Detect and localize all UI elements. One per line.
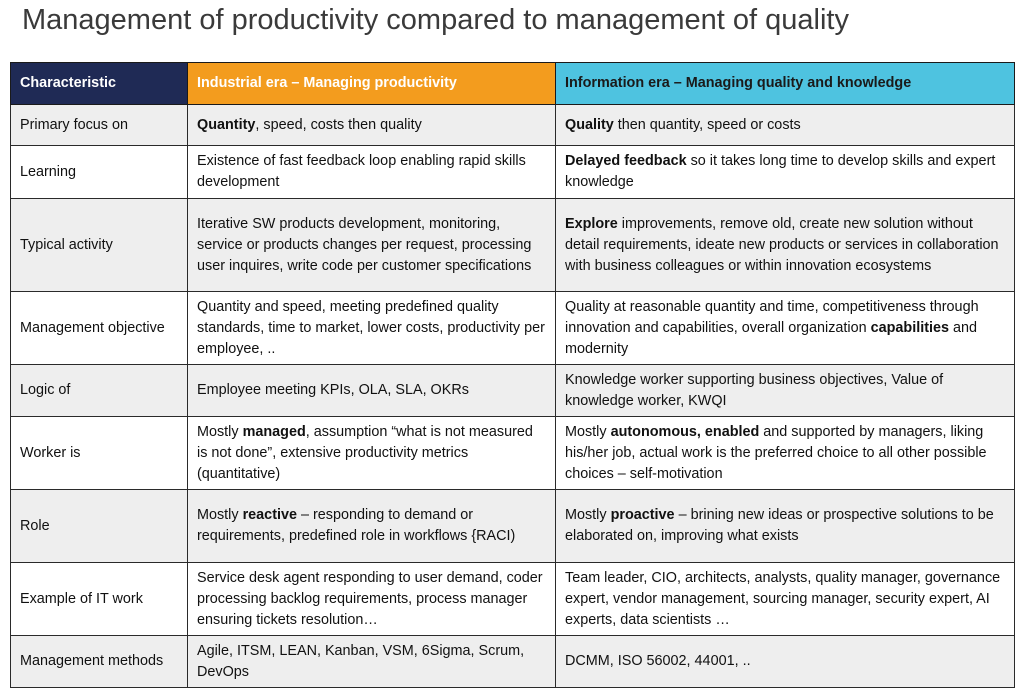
row-characteristic: Learning (10, 145, 188, 199)
row-industrial-cell: Quantity, speed, costs then quality (187, 104, 556, 146)
row-characteristic: Management objective (10, 291, 188, 365)
emphasis-text: reactive (242, 507, 297, 523)
row-information-cell: Team leader, CIO, architects, analysts, … (555, 562, 1015, 636)
row-information-cell: Quality then quantity, speed or costs (555, 104, 1015, 146)
row-characteristic: Worker is (10, 416, 188, 490)
row-industrial-cell: Existence of fast feedback loop enabling… (187, 145, 556, 199)
emphasis-text: Delayed feedback (565, 153, 687, 169)
comparison-table: Characteristic Industrial era – Managing… (10, 62, 1015, 688)
emphasis-text: Quality (565, 116, 614, 133)
row-industrial-cell: Employee meeting KPIs, OLA, SLA, OKRs (187, 364, 556, 417)
header-characteristic: Characteristic (10, 62, 188, 105)
emphasis-text: autonomous, enabled (610, 423, 760, 440)
row-industrial-cell: Mostly reactive – responding to demand o… (187, 489, 556, 563)
row-industrial-cell: Agile, ITSM, LEAN, Kanban, VSM, 6Sigma, … (187, 635, 556, 688)
row-characteristic: Primary focus on (10, 104, 188, 146)
table-row: Typical activity Iterative SW products de… (10, 198, 1015, 292)
row-information-cell: DCMM, ISO 56002, 44001, .. (555, 635, 1015, 688)
header-information-era: Information era – Managing quality and k… (555, 62, 1015, 105)
row-industrial-cell: Service desk agent responding to user de… (187, 562, 556, 636)
emphasis-text: Explore (565, 215, 618, 232)
row-industrial-cell: Mostly managed, assumption “what is not … (187, 416, 556, 490)
row-information-cell: Explore improvements, remove old, create… (555, 198, 1015, 292)
row-characteristic: Example of IT work (10, 562, 188, 636)
table-row: Example of IT work Service desk agent res… (10, 562, 1015, 636)
table-row: Role Mostly reactive – responding to dema… (10, 489, 1015, 563)
emphasis-text: Quantity (197, 116, 256, 133)
row-industrial-cell: Iterative SW products development, monit… (187, 198, 556, 292)
emphasis-text: managed (242, 423, 306, 440)
row-information-cell: Mostly proactive – brining new ideas or … (555, 489, 1015, 563)
row-characteristic: Management methods (10, 635, 188, 688)
page-title: Management of productivity compared to m… (22, 4, 849, 36)
row-characteristic: Typical activity (10, 198, 188, 292)
table-body: Primary focus on Quantity, speed, costs t… (10, 104, 1015, 688)
row-information-cell: Quality at reasonable quantity and time,… (555, 291, 1015, 365)
header-industrial-era: Industrial era – Managing productivity (187, 62, 556, 105)
emphasis-text: proactive (610, 507, 675, 523)
table-row: Learning Existence of fast feedback loop … (10, 145, 1015, 199)
table-row: Management methods Agile, ITSM, LEAN, Kan… (10, 635, 1015, 688)
row-characteristic: Logic of (10, 364, 188, 417)
row-characteristic: Role (10, 489, 188, 563)
row-industrial-cell: Quantity and speed, meeting predefined q… (187, 291, 556, 365)
table-row: Primary focus on Quantity, speed, costs t… (10, 104, 1015, 146)
table-row: Management objective Quantity and speed, … (10, 291, 1015, 365)
row-information-cell: Knowledge worker supporting business obj… (555, 364, 1015, 417)
table-row: Logic of Employee meeting KPIs, OLA, SLA,… (10, 364, 1015, 417)
row-information-cell: Delayed feedback so it takes long time t… (555, 145, 1015, 199)
row-information-cell: Mostly autonomous, enabled and supported… (555, 416, 1015, 490)
table-row: Worker is Mostly managed, assumption “wha… (10, 416, 1015, 490)
table-header-row: Characteristic Industrial era – Managing… (10, 62, 1015, 105)
emphasis-text: capabilities (870, 319, 949, 336)
